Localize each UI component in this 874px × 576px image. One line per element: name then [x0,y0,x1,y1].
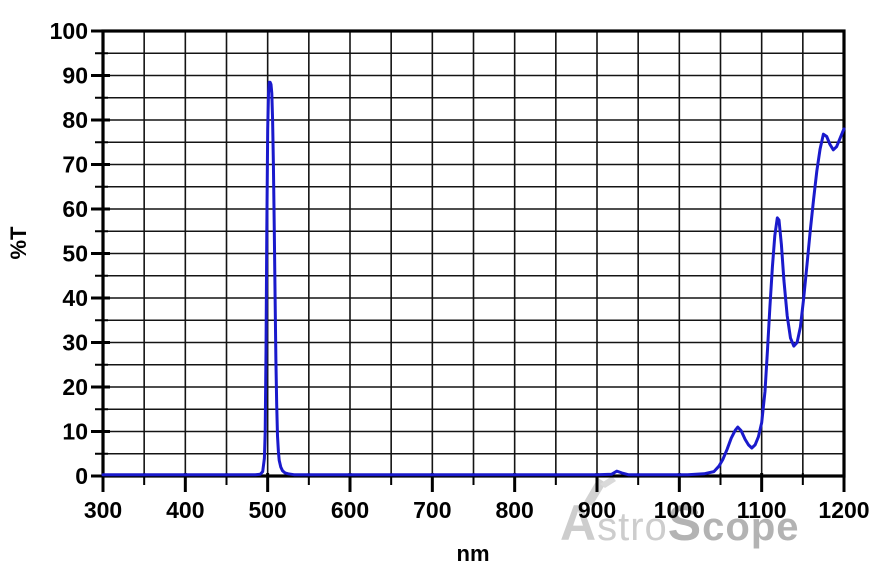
y-tick-label: 20 [62,374,88,400]
x-tick-label: 1000 [654,497,705,523]
x-tick-label: 500 [248,497,286,523]
transmission-curve [101,80,846,477]
x-tick-label: 800 [495,497,533,523]
x-tick-label: 300 [84,497,122,523]
x-axis-title: nm [456,541,490,566]
x-tick-label: 400 [166,497,204,523]
y-tick-label: 10 [62,419,88,445]
watermark-brand-second: Scope [667,495,800,551]
telescope-icon [584,476,616,506]
y-tick-label: 0 [75,463,88,489]
y-tick-label: 60 [62,196,88,222]
x-tick-label: 1200 [818,497,869,523]
y-tick-label: 30 [62,330,88,356]
y-tick-label: 40 [62,285,88,311]
y-tick-label: 100 [50,18,88,44]
y-tick-label: 50 [62,241,88,267]
watermark-brand-first: Astro [560,495,668,551]
x-tick-label: 900 [578,497,616,523]
y-tick-label: 90 [62,63,88,89]
astroscope-watermark: AstroScope [560,470,860,570]
x-tick-label: 1100 [737,497,787,523]
x-tick-label: 700 [413,497,451,523]
y-tick-label: 70 [62,152,88,178]
y-axis-title: %T [6,226,31,260]
y-tick-label: 80 [62,107,88,133]
x-tick-label: 600 [331,497,369,523]
watermark-text: AstroScope [560,498,800,548]
